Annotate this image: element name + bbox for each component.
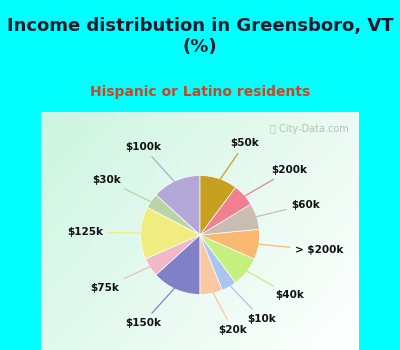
Wedge shape	[200, 235, 236, 290]
Wedge shape	[200, 229, 260, 259]
Text: Income distribution in Greensboro, VT
(%): Income distribution in Greensboro, VT (%…	[7, 17, 393, 56]
Text: ⓘ City-Data.com: ⓘ City-Data.com	[270, 124, 349, 134]
Wedge shape	[200, 235, 254, 283]
Wedge shape	[156, 175, 200, 235]
Wedge shape	[200, 175, 236, 235]
Text: $75k: $75k	[90, 265, 152, 293]
Text: $30k: $30k	[92, 175, 154, 203]
Wedge shape	[156, 235, 200, 294]
Wedge shape	[147, 195, 200, 235]
Wedge shape	[146, 235, 200, 275]
Text: $60k: $60k	[254, 199, 320, 217]
Wedge shape	[200, 187, 251, 235]
Text: $20k: $20k	[212, 290, 247, 335]
Text: $40k: $40k	[244, 270, 304, 300]
Wedge shape	[200, 235, 222, 294]
Text: > $200k: > $200k	[256, 244, 344, 256]
Text: $10k: $10k	[228, 284, 276, 324]
Text: Hispanic or Latino residents: Hispanic or Latino residents	[90, 85, 310, 99]
Text: $200k: $200k	[242, 165, 307, 197]
Text: $125k: $125k	[68, 227, 144, 237]
Wedge shape	[200, 204, 259, 235]
Text: $50k: $50k	[218, 139, 259, 182]
Wedge shape	[140, 208, 200, 259]
Text: $150k: $150k	[125, 286, 176, 328]
Text: $100k: $100k	[125, 142, 176, 184]
